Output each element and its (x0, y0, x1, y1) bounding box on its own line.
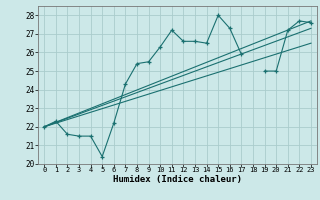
X-axis label: Humidex (Indice chaleur): Humidex (Indice chaleur) (113, 175, 242, 184)
